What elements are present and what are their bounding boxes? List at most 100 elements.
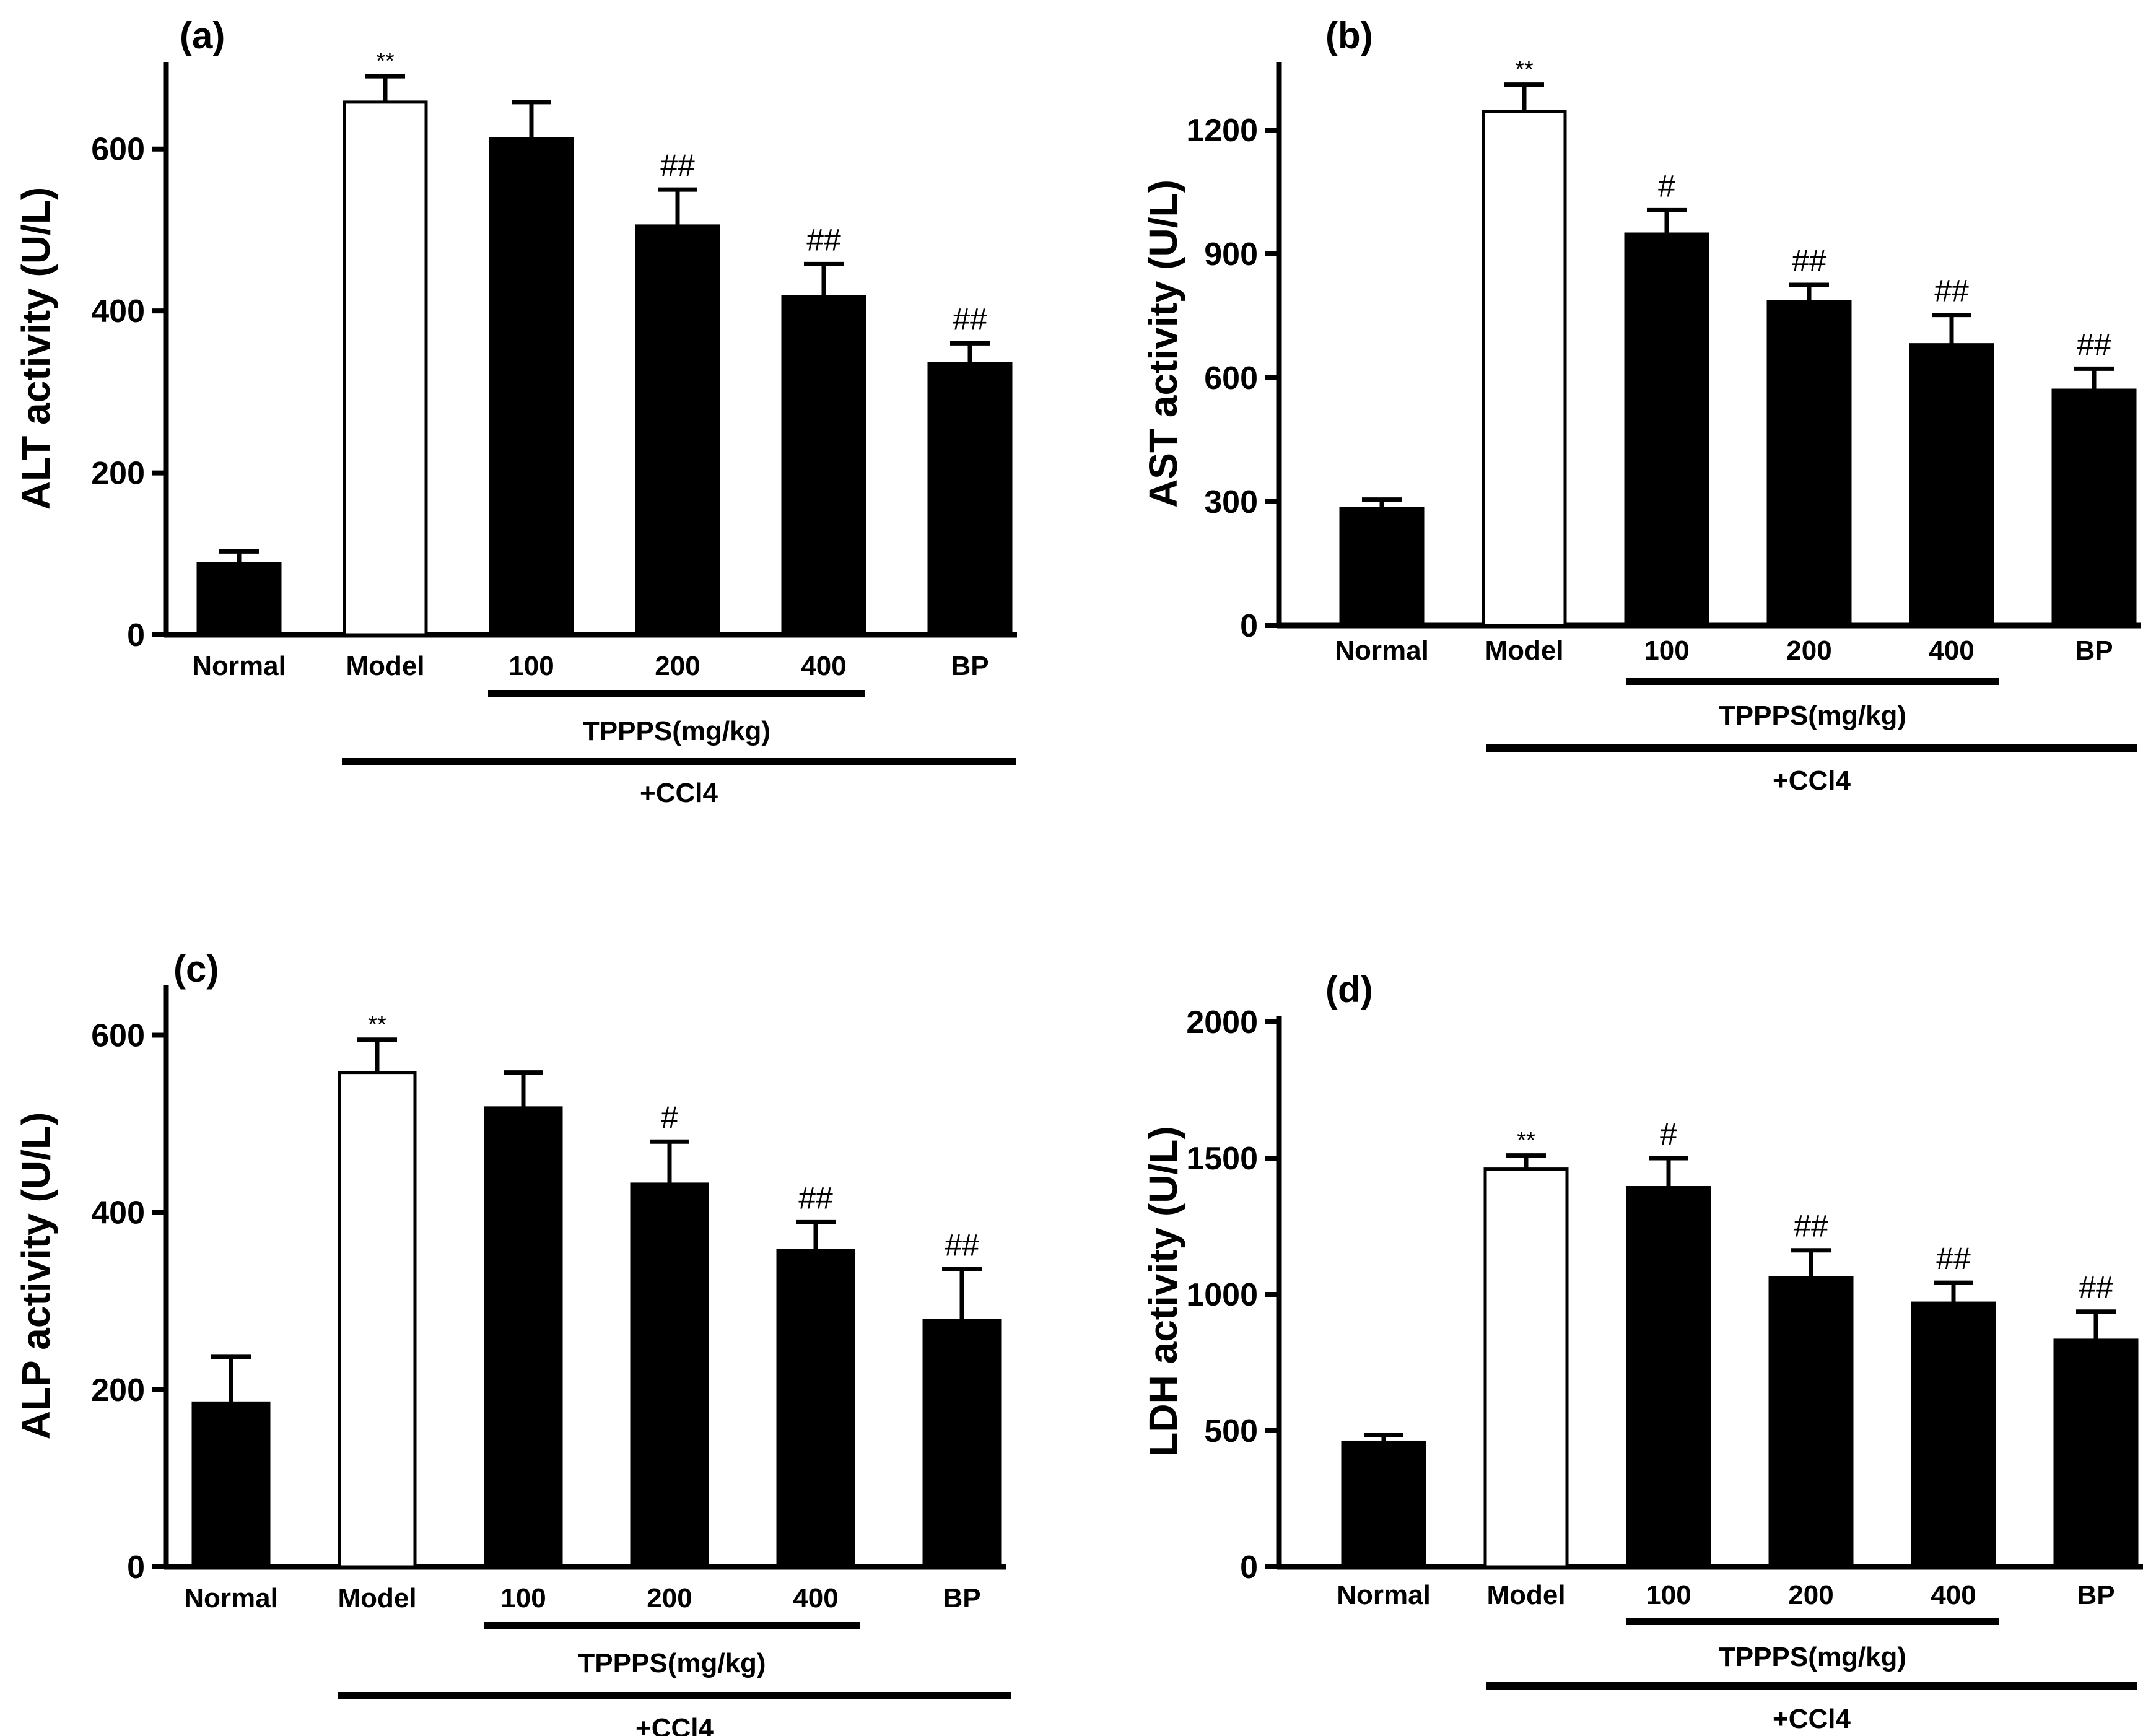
y-tick-label: 200 <box>91 1372 145 1408</box>
y-tick-label: 600 <box>91 1018 145 1054</box>
x-tick-label: BP <box>943 1583 980 1613</box>
y-tick-label: 300 <box>1204 484 1258 520</box>
ccl4-group-label: +CCl4 <box>1773 1704 1851 1734</box>
chart-panel-a: (a) ALT activity (U/L) 0 200 400 600 Normal ** M… <box>14 15 1017 808</box>
significance-marker: ## <box>660 148 695 183</box>
y-axis-label: AST activity (U/L) <box>1141 180 1185 508</box>
significance-marker: ** <box>376 48 395 74</box>
bar-model <box>1483 1167 1569 1569</box>
tppps-group-label: TPPPS(mg/kg) <box>583 716 770 746</box>
x-tick-label: 100 <box>500 1583 546 1613</box>
bar-bp <box>2053 1338 2139 1569</box>
x-tick-label: 100 <box>1646 1580 1691 1610</box>
panel-label: (d) <box>1325 969 1373 1010</box>
significance-marker: ## <box>953 302 987 336</box>
y-tick-label: 400 <box>91 294 145 329</box>
significance-marker: ## <box>2079 1270 2113 1305</box>
x-tick-label: Model <box>346 651 424 681</box>
significance-marker: ## <box>1794 1209 1828 1244</box>
x-tick-label: BP <box>951 651 989 681</box>
bar-400 <box>776 1249 855 1569</box>
x-tick-label: Model <box>1485 635 1563 666</box>
bar-100 <box>1626 1186 1711 1569</box>
x-tick-label: Model <box>1486 1580 1565 1610</box>
x-tick-label: Normal <box>192 651 286 681</box>
chart-panel-b: (b) AST activity (U/L) 0 300 600 900 1200 Norma… <box>1141 15 2141 796</box>
bar-400 <box>1911 1301 1996 1569</box>
significance-marker: ## <box>2077 327 2111 362</box>
ccl4-group-label: +CCl4 <box>635 1713 714 1736</box>
y-tick-label: 200 <box>91 456 145 492</box>
y-tick-label: 900 <box>1204 237 1258 273</box>
x-tick-label: Normal <box>184 1583 278 1613</box>
bar-400 <box>781 295 866 637</box>
y-tick-label: 500 <box>1204 1413 1258 1449</box>
bar-400 <box>1909 343 1994 627</box>
bar-normal <box>191 1401 271 1569</box>
panel-label: (a) <box>180 15 225 56</box>
y-tick-label: 1000 <box>1186 1277 1258 1313</box>
x-tick-label: 400 <box>1929 635 1974 666</box>
y-tick-label: 2000 <box>1186 1005 1258 1040</box>
ccl4-group-label: +CCl4 <box>640 778 718 808</box>
y-tick-label: 400 <box>91 1195 145 1231</box>
x-tick-label: Model <box>338 1583 416 1613</box>
y-axis-label: ALT activity (U/L) <box>14 187 58 510</box>
bar-200 <box>1768 1276 1854 1569</box>
bar-bp <box>927 362 1013 637</box>
significance-marker: ## <box>1792 243 1826 278</box>
y-tick-label: 1500 <box>1186 1141 1258 1177</box>
bar-normal <box>1339 507 1425 627</box>
chart-panel-c: (c) ALP activity (U/L) 0 200 400 600 Normal ** M… <box>14 948 1011 1736</box>
bar-normal <box>196 562 282 637</box>
x-tick-label: Normal <box>1335 635 1429 666</box>
y-axis-label: ALP activity (U/L) <box>14 1112 58 1440</box>
ccl4-group-label: +CCl4 <box>1773 765 1851 796</box>
bar-model <box>338 1071 417 1569</box>
significance-marker: ## <box>806 222 841 257</box>
bar-model <box>1482 110 1567 627</box>
y-tick-label: 600 <box>91 132 145 168</box>
x-tick-label: 400 <box>793 1583 838 1613</box>
bar-200 <box>1766 300 1852 627</box>
significance-marker: ## <box>798 1180 833 1215</box>
significance-marker: ** <box>1517 1128 1535 1154</box>
significance-marker: # <box>661 1100 678 1135</box>
bar-bp <box>2051 388 2137 627</box>
significance-marker: ** <box>368 1012 386 1038</box>
significance-marker: # <box>1658 168 1675 203</box>
y-tick-label: 600 <box>1204 360 1258 396</box>
x-tick-label: 200 <box>1788 1580 1833 1610</box>
significance-marker: ## <box>945 1228 979 1262</box>
significance-marker: ** <box>1515 57 1534 83</box>
y-tick-label: 0 <box>127 1550 145 1586</box>
y-tick-label: 0 <box>127 617 145 653</box>
bar-200 <box>635 224 720 637</box>
x-tick-label: 400 <box>1931 1580 1976 1610</box>
tppps-group-label: TPPPS(mg/kg) <box>1719 700 1906 731</box>
x-tick-label: 200 <box>1786 635 1831 666</box>
x-tick-label: 200 <box>655 651 700 681</box>
x-tick-label: BP <box>2077 1580 2115 1610</box>
tppps-group-label: TPPPS(mg/kg) <box>578 1648 766 1678</box>
y-tick-label: 0 <box>1240 608 1258 644</box>
bar-bp <box>922 1319 1002 1569</box>
significance-marker: ## <box>1936 1241 1971 1276</box>
bar-100 <box>1624 232 1709 627</box>
panel-label: (c) <box>173 948 219 990</box>
y-axis-label: LDH activity (U/L) <box>1141 1126 1185 1456</box>
x-tick-label: Normal <box>1337 1580 1431 1610</box>
significance-marker: ## <box>1934 274 1969 308</box>
x-tick-label: BP <box>2075 635 2113 666</box>
bar-normal <box>1341 1440 1426 1569</box>
tppps-group-label: TPPPS(mg/kg) <box>1719 1642 1906 1672</box>
y-tick-label: 0 <box>1240 1550 1258 1586</box>
x-tick-label: 100 <box>508 651 554 681</box>
x-tick-label: 200 <box>647 1583 692 1613</box>
y-tick-label: 1200 <box>1186 113 1258 149</box>
significance-marker: # <box>1660 1117 1677 1151</box>
bar-100 <box>489 137 574 637</box>
bar-100 <box>484 1106 563 1569</box>
panel-label: (b) <box>1325 15 1373 56</box>
